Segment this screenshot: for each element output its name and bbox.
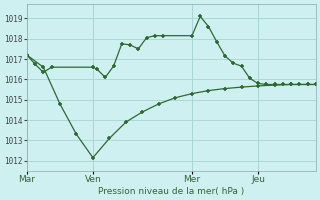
X-axis label: Pression niveau de la mer( hPa ): Pression niveau de la mer( hPa )	[98, 187, 244, 196]
